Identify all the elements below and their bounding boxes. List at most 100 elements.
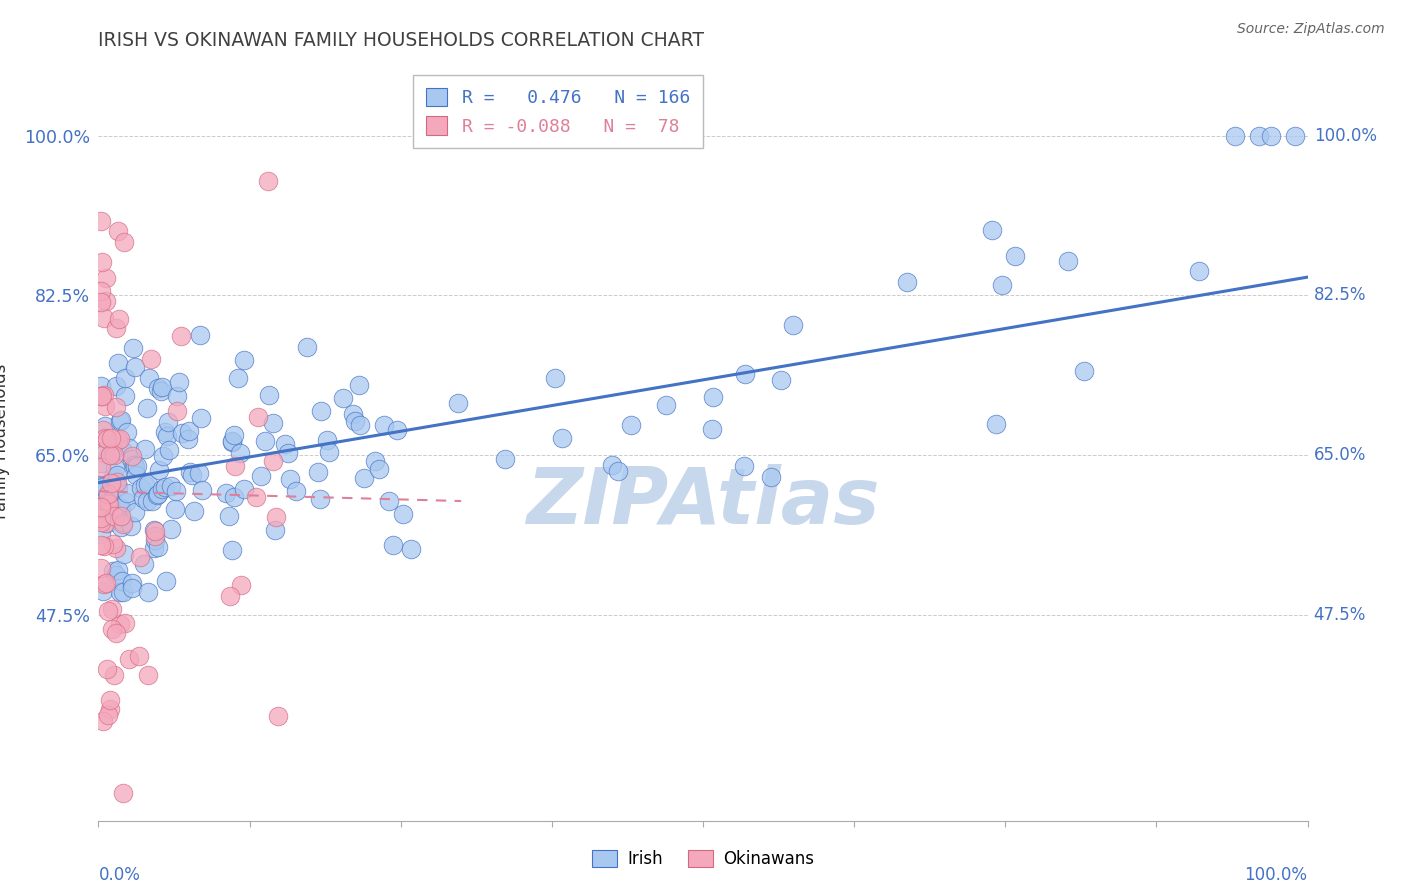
Point <box>101 470 124 484</box>
Point <box>257 173 280 187</box>
Point <box>90 477 112 491</box>
Point <box>307 465 329 479</box>
Point <box>152 450 174 464</box>
Point <box>112 547 135 561</box>
Point <box>103 508 125 523</box>
Point <box>150 482 173 496</box>
Point <box>124 459 146 474</box>
Point <box>343 414 366 428</box>
Point <box>257 388 280 402</box>
Point <box>1057 253 1080 268</box>
Point <box>121 451 143 466</box>
Point <box>134 442 156 457</box>
Point <box>733 459 755 474</box>
Point <box>167 376 190 390</box>
Point <box>1004 249 1026 263</box>
Point <box>118 652 141 666</box>
Point <box>148 463 170 477</box>
Point <box>90 254 112 268</box>
Point <box>110 520 132 534</box>
Point <box>114 616 136 631</box>
Point <box>136 493 159 508</box>
Point <box>94 293 117 308</box>
Point <box>221 542 243 557</box>
Point <box>94 400 117 414</box>
Point <box>105 467 128 482</box>
Point <box>229 446 252 460</box>
Point <box>101 602 124 616</box>
Point <box>93 311 115 326</box>
Point <box>190 410 212 425</box>
Point <box>166 404 188 418</box>
Point <box>107 356 129 370</box>
Point <box>250 469 273 483</box>
Point <box>118 441 141 455</box>
Point <box>218 508 240 523</box>
Point <box>134 478 156 492</box>
Point <box>165 502 187 516</box>
Point <box>734 367 756 381</box>
Point <box>364 453 387 467</box>
Point <box>702 422 724 436</box>
Point <box>108 500 131 515</box>
Point <box>702 390 724 404</box>
Point <box>93 446 115 460</box>
Point <box>125 467 148 482</box>
Text: 47.5%: 47.5% <box>1313 606 1367 624</box>
Point <box>96 516 118 530</box>
Point <box>93 539 115 553</box>
Point <box>112 235 135 249</box>
Point <box>263 523 285 537</box>
Point <box>111 574 134 588</box>
Point <box>896 275 918 289</box>
Point <box>100 476 122 491</box>
Point <box>166 390 188 404</box>
Point <box>219 590 242 604</box>
Point <box>155 574 177 588</box>
Point <box>347 377 370 392</box>
Point <box>94 516 117 530</box>
Point <box>112 515 135 529</box>
Point <box>342 407 364 421</box>
Point <box>110 412 132 426</box>
Point <box>90 379 112 393</box>
Point <box>90 389 112 403</box>
Point <box>782 318 804 332</box>
Point <box>1073 364 1095 378</box>
Point <box>98 448 121 462</box>
Legend: Irish, Okinawans: Irish, Okinawans <box>585 843 821 875</box>
Point <box>156 415 179 429</box>
Legend: R =   0.476   N = 166, R = -0.088   N =  78: R = 0.476 N = 166, R = -0.088 N = 78 <box>413 75 703 148</box>
Point <box>177 425 200 439</box>
Point <box>619 418 641 433</box>
Point <box>96 433 118 447</box>
Point <box>90 389 112 403</box>
Point <box>770 373 793 387</box>
Point <box>135 401 157 415</box>
Point <box>224 459 246 474</box>
Point <box>98 702 121 716</box>
Point <box>107 563 129 577</box>
Point <box>165 484 187 499</box>
Point <box>110 432 132 446</box>
Point <box>101 564 124 578</box>
Point <box>373 418 395 433</box>
Text: 100.0%: 100.0% <box>1313 127 1376 145</box>
Point <box>278 472 301 486</box>
Point <box>97 487 120 501</box>
Point <box>141 493 163 508</box>
Point <box>103 449 125 463</box>
Point <box>90 460 112 475</box>
Point <box>107 500 129 514</box>
Point <box>94 576 117 591</box>
Point <box>991 278 1014 293</box>
Text: Source: ZipAtlas.com: Source: ZipAtlas.com <box>1237 22 1385 37</box>
Point <box>101 537 124 551</box>
Point <box>181 468 204 483</box>
Point <box>111 444 134 458</box>
Point <box>222 427 245 442</box>
Point <box>378 493 401 508</box>
Point <box>1188 264 1211 278</box>
Point <box>100 431 122 445</box>
Point <box>145 488 167 502</box>
